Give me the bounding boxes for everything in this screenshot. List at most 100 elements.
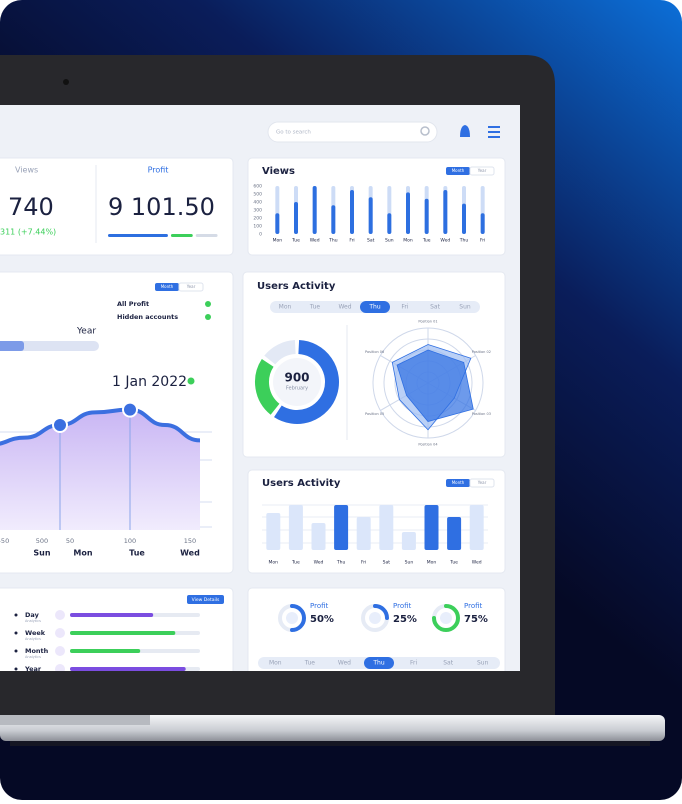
bar: [266, 513, 281, 550]
bar: [424, 505, 439, 550]
label: Go to search: [276, 130, 311, 136]
label: 1 Jan 2022: [112, 374, 187, 390]
tab-active[interactable]: [360, 301, 390, 313]
y-tick-label: 100: [253, 224, 262, 230]
search-icon: [420, 126, 430, 136]
search-box[interactable]: [267, 121, 438, 143]
tab-label: Mon: [279, 304, 292, 311]
tab-label: Thu: [372, 660, 384, 667]
donut-segment: [255, 359, 280, 415]
x-tick-label: Thu: [459, 238, 469, 244]
bar: [480, 213, 485, 234]
area: [0, 409, 200, 530]
toggle-active[interactable]: [446, 479, 470, 487]
x-tick-label: Sat: [383, 560, 391, 566]
x-tick-label: Mon: [427, 560, 437, 566]
label: Year: [76, 327, 96, 337]
x-tick-label: Fri: [349, 238, 354, 244]
ring-label: Profit: [464, 602, 483, 610]
ring-value: 25%: [393, 614, 417, 625]
bar: [294, 202, 298, 234]
bar: [387, 213, 392, 234]
toggle-option[interactable]: [469, 478, 495, 488]
x-tick-label: Tue: [129, 549, 145, 558]
card: [0, 157, 234, 256]
marker[interactable]: [122, 401, 138, 418]
radar-label: Position 03: [472, 412, 491, 416]
x-tick-label: Wed: [440, 238, 450, 244]
bullet: [14, 649, 18, 653]
toggle-label: Year: [477, 480, 487, 485]
slider-track[interactable]: [0, 341, 99, 351]
tab-label: Sun: [459, 304, 471, 311]
y-tick-label: 600: [253, 184, 262, 190]
bell-icon[interactable]: [460, 125, 470, 137]
period-subtitle: Analytics: [25, 655, 41, 659]
bullet: [14, 667, 18, 671]
tab-active[interactable]: [364, 657, 394, 669]
menu-icon[interactable]: [488, 136, 500, 138]
bar: [379, 505, 394, 550]
x-tick-label: Thu: [336, 560, 346, 566]
status-dot: [187, 377, 195, 385]
progress: [70, 667, 186, 671]
bar: [312, 186, 317, 234]
radar-label: Position 01: [418, 319, 437, 323]
x-tick-label: Mon: [269, 560, 279, 566]
toggle-label: Year: [477, 168, 487, 173]
bar: [331, 205, 336, 234]
marker[interactable]: [52, 417, 68, 433]
legend-label: All Profit: [117, 300, 149, 308]
label: Profit: [148, 166, 169, 175]
ring-icon: [440, 612, 452, 624]
x-tick-label: Tue: [449, 560, 458, 566]
bar: [424, 198, 429, 234]
toggle-option[interactable]: [469, 166, 495, 176]
x-tick-label: Fri: [480, 238, 485, 244]
period-icon: [55, 664, 65, 671]
toggle-label: Month: [161, 284, 174, 289]
x-tick-label: Sun: [405, 560, 414, 566]
button[interactable]: [187, 595, 224, 604]
bar: [275, 213, 280, 234]
y-tick-label: 0: [259, 232, 262, 238]
x-tick-label: Mon: [403, 238, 413, 244]
label: 900: [284, 371, 309, 385]
legend-dot: [205, 301, 211, 307]
ring-value: 50%: [310, 614, 334, 625]
bar: [334, 505, 349, 550]
label: 9 101.50: [108, 193, 215, 221]
x-tick-label: 500: [36, 537, 48, 545]
menu-icon[interactable]: [488, 131, 500, 133]
x-tick-label: Sun: [385, 238, 394, 244]
tab-label: Wed: [338, 304, 351, 311]
x-tick-label: Mon: [73, 549, 92, 558]
period-icon: [55, 610, 65, 620]
toggle-active[interactable]: [446, 167, 470, 175]
menu-icon[interactable]: [488, 126, 500, 128]
tab-label: Fri: [401, 304, 408, 311]
bar: [288, 505, 303, 550]
label: View Details: [192, 597, 220, 603]
bar: [311, 523, 326, 550]
tab-label: Tue: [309, 304, 321, 311]
bar: [356, 517, 371, 550]
bar: [368, 197, 373, 234]
x-tick-label: Thu: [328, 238, 338, 244]
x-tick-label: 50: [66, 537, 74, 545]
toggle-option[interactable]: [178, 282, 204, 292]
profit-bar: [108, 234, 168, 237]
ring: [432, 604, 460, 632]
ring-icon: [369, 612, 381, 624]
x-tick-label: Wed: [472, 560, 482, 566]
radar-area: [396, 349, 474, 422]
bar: [469, 505, 484, 550]
bar: [406, 192, 410, 234]
y-tick-label: 200: [253, 216, 262, 222]
label: Users Activity: [257, 281, 336, 292]
toggle-active[interactable]: [155, 283, 179, 291]
radar-label: Position 05: [365, 412, 384, 416]
donut-segment: [264, 340, 297, 365]
tab-label: Sat: [430, 304, 440, 311]
